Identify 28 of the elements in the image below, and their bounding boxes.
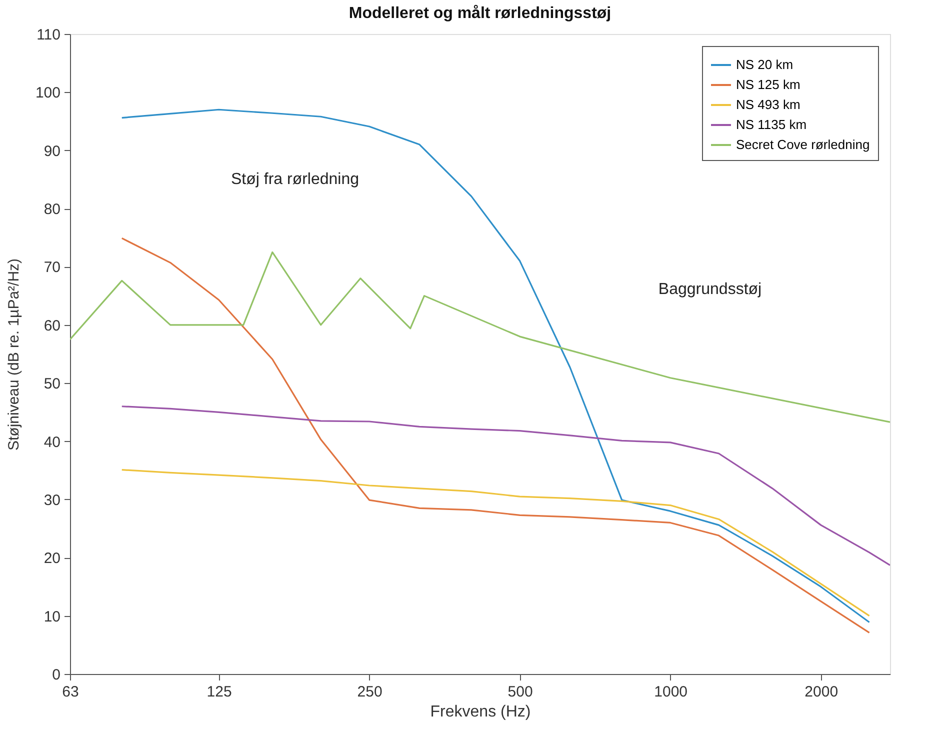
x-axis-title: Frekvens (Hz) bbox=[430, 704, 531, 720]
x-tick-label: 250 bbox=[357, 684, 382, 700]
y-tick-label: 50 bbox=[44, 376, 60, 393]
chart-title: Modelleret og målt rørledningsstøj bbox=[348, 4, 612, 22]
y-tick-label: 60 bbox=[44, 317, 60, 334]
x-tick-label: 63 bbox=[62, 684, 79, 700]
legend-label: NS 125 km bbox=[736, 77, 800, 92]
x-tick-label: 500 bbox=[508, 684, 533, 700]
y-tick-label: 100 bbox=[35, 84, 60, 102]
x-tick-label: 1000 bbox=[654, 684, 688, 700]
legend-label: Secret Cove rørledning bbox=[736, 137, 870, 152]
legend-label: NS 493 km bbox=[736, 97, 800, 112]
y-tick-label: 10 bbox=[44, 608, 60, 626]
y-tick-label: 20 bbox=[44, 550, 60, 568]
y-tick-label: 30 bbox=[44, 492, 60, 509]
x-tick-label: 2000 bbox=[804, 684, 838, 700]
annotation: Baggrundsstøj bbox=[658, 281, 762, 298]
legend-label: NS 1135 km bbox=[736, 117, 807, 132]
y-tick-label: 0 bbox=[52, 666, 60, 684]
legend-label: NS 20 km bbox=[736, 57, 794, 72]
y-axis-title: Støjniveau (dB re. 1µPa²/Hz) bbox=[5, 258, 22, 451]
x-tick-label: 125 bbox=[206, 684, 232, 700]
annotation: Støj fra rørledning bbox=[230, 171, 360, 188]
y-tick-label: 70 bbox=[44, 259, 60, 276]
y-tick-label: 90 bbox=[44, 142, 60, 160]
y-tick-label: 110 bbox=[36, 26, 60, 44]
y-tick-label: 40 bbox=[44, 434, 60, 451]
y-tick-label: 80 bbox=[44, 201, 60, 218]
